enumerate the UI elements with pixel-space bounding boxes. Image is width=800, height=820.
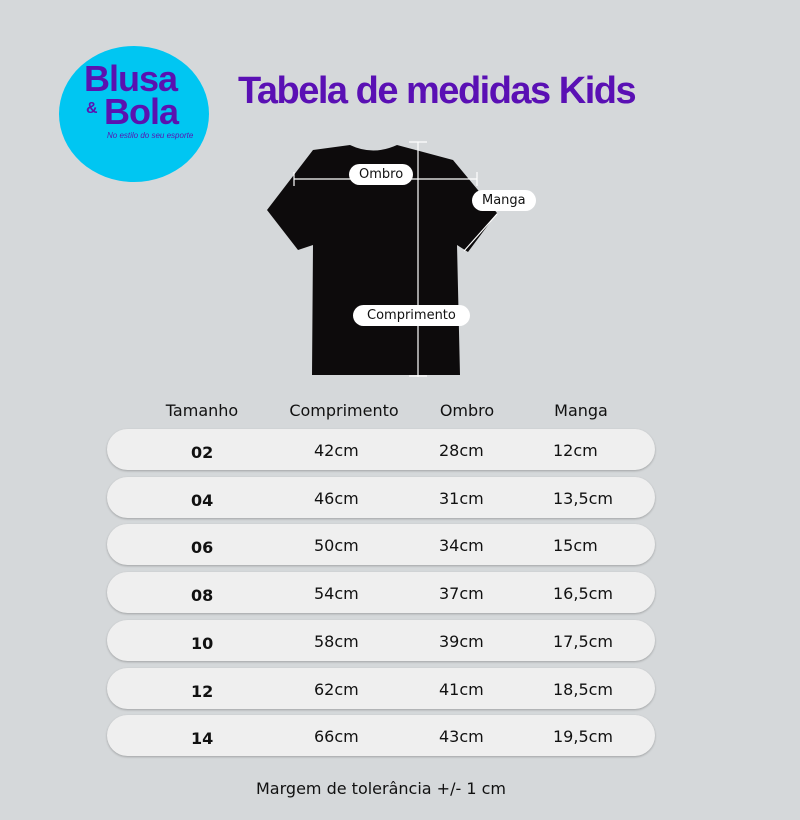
cell-size: 12 (191, 681, 214, 701)
tshirt-diagram (267, 141, 498, 377)
cell-manga: 17,5cm (553, 631, 614, 651)
cell-ombro: 28cm (439, 441, 484, 460)
cell-ombro: 41cm (439, 679, 484, 699)
logo-tagline: No estilo do seu esporte (107, 131, 194, 140)
label-manga: Manga (472, 190, 536, 211)
label-comprimento: Comprimento (353, 305, 470, 326)
cell-ombro: 39cm (439, 631, 484, 651)
logo-ampersand: & (86, 100, 98, 117)
table-row: 12 62cm 41cm 18,5cm (107, 667, 655, 709)
cell-manga: 13,5cm (553, 488, 614, 508)
cell-ombro: 43cm (439, 727, 484, 747)
cell-comprimento: 46cm (314, 488, 359, 508)
header-manga: Manga (554, 401, 608, 420)
page-title: Tabela de medidas Kids (238, 70, 637, 112)
table-row: 06 50cm 34cm 15cm (107, 524, 655, 566)
cell-size: 10 (191, 633, 214, 653)
cell-ombro: 37cm (439, 584, 484, 604)
cell-size: 08 (191, 586, 214, 606)
table-row: 14 66cm 43cm 19,5cm (107, 715, 655, 757)
header-comprimento: Comprimento (289, 401, 399, 420)
cell-size: 06 (191, 538, 214, 558)
cell-comprimento: 66cm (314, 727, 359, 747)
logo-text-blusa: Blusa (84, 58, 178, 99)
cell-manga: 16,5cm (553, 584, 614, 604)
cell-ombro: 31cm (439, 488, 484, 508)
label-ombro: Ombro (349, 164, 414, 185)
cell-size: 14 (191, 729, 214, 749)
table-row: 02 42cm 28cm 12cm (107, 429, 655, 470)
table-row: 08 54cm 37cm 16,5cm (107, 572, 655, 614)
header-ombro: Ombro (439, 401, 495, 420)
tolerance-note: Margem de tolerância +/- 1 cm (256, 779, 506, 798)
cell-manga: 15cm (553, 536, 598, 556)
header-tamanho: Tamanho (165, 401, 239, 420)
cell-size: 02 (191, 443, 214, 462)
cell-manga: 19,5cm (553, 727, 614, 747)
cell-comprimento: 58cm (314, 631, 359, 651)
cell-manga: 12cm (553, 441, 598, 460)
cell-size: 04 (191, 490, 214, 510)
cell-comprimento: 54cm (314, 584, 359, 604)
cell-comprimento: 50cm (314, 536, 359, 556)
cell-comprimento: 62cm (314, 679, 359, 699)
cell-comprimento: 42cm (314, 441, 359, 460)
table-row: 10 58cm 39cm 17,5cm (107, 619, 655, 661)
table-row: 04 46cm 31cm 13,5cm (107, 476, 655, 518)
logo-text-bola: Bola (104, 91, 179, 132)
cell-manga: 18,5cm (553, 679, 614, 699)
cell-ombro: 34cm (439, 536, 484, 556)
brand-logo (59, 46, 209, 182)
